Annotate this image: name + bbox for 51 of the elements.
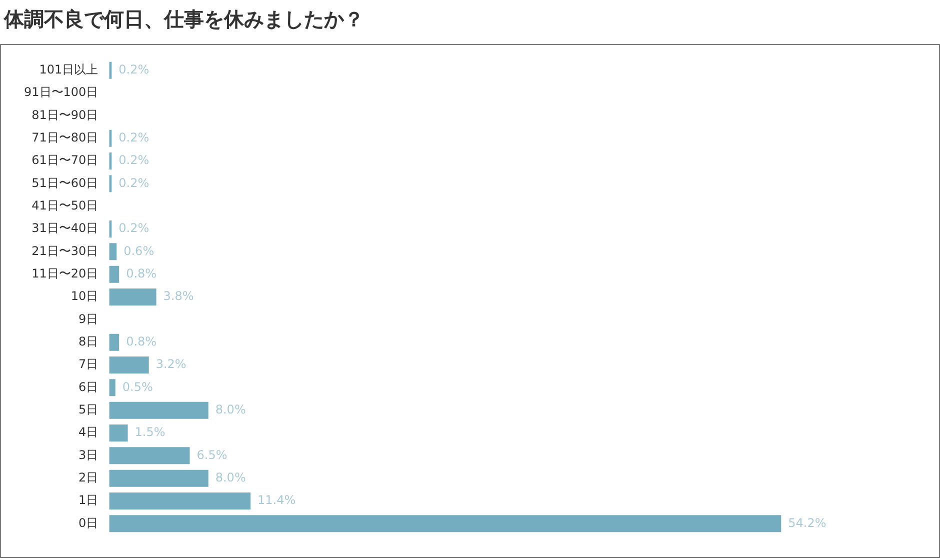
y-tick-label: 6日	[78, 380, 98, 394]
data-label: 0.2%	[118, 153, 150, 168]
data-label: 0.5%	[122, 380, 153, 394]
y-tick-label: 61日〜70日	[32, 153, 98, 168]
y-tick-label: 7日	[78, 357, 98, 372]
data-label: 11.4%	[258, 493, 296, 508]
y-tick-label: 8日	[78, 334, 98, 348]
data-label: 3.2%	[156, 357, 186, 372]
data-label: 0.8%	[126, 334, 157, 348]
data-label: 3.8%	[163, 289, 194, 304]
y-tick-label: 9日	[78, 312, 98, 326]
y-tick-label: 71日〜80日	[32, 130, 98, 144]
y-tick-label: 10日	[70, 289, 98, 304]
bar	[109, 402, 208, 419]
y-tick-label: 4日	[78, 425, 98, 440]
bar	[109, 356, 149, 374]
y-tick-label: 5日	[78, 402, 98, 416]
y-tick-label: 11日〜20日	[32, 266, 98, 280]
y-tick-label: 21日〜30日	[32, 244, 98, 258]
bar	[109, 470, 208, 487]
bar	[109, 243, 117, 260]
y-tick-label: 1日	[78, 493, 98, 508]
y-tick-label: 101日以上	[39, 62, 98, 76]
data-label: 0.2%	[118, 221, 150, 236]
data-label: 8.0%	[215, 470, 246, 484]
bar	[109, 334, 120, 351]
data-label: 1.5%	[134, 425, 166, 440]
bar	[109, 424, 128, 442]
data-label: 54.2%	[788, 516, 826, 530]
bar	[109, 447, 190, 464]
y-tick-label: 41日〜50日	[32, 198, 98, 212]
y-tick-label: 31日〜40日	[32, 221, 98, 236]
bar	[109, 492, 251, 510]
data-label: 0.6%	[124, 244, 154, 258]
y-tick-label: 2日	[78, 470, 98, 484]
bar	[109, 515, 782, 532]
bar	[109, 266, 120, 283]
bar	[109, 379, 116, 396]
y-tick-label: 91日〜100日	[24, 85, 98, 100]
data-label: 6.5%	[196, 448, 228, 462]
chart-title: 体調不良で何日、仕事を休みましたか？	[2, 6, 365, 33]
data-label: 0.2%	[118, 176, 150, 190]
data-label: 8.0%	[215, 402, 246, 416]
y-tick-label: 81日〜90日	[32, 108, 98, 122]
y-tick-label: 3日	[78, 448, 98, 462]
bar	[109, 288, 156, 306]
data-label: 0.8%	[126, 266, 157, 280]
data-label: 0.2%	[118, 130, 150, 144]
data-label: 0.2%	[118, 62, 150, 76]
y-tick-label: 0日	[78, 516, 98, 530]
y-tick-label: 51日〜60日	[32, 176, 98, 190]
